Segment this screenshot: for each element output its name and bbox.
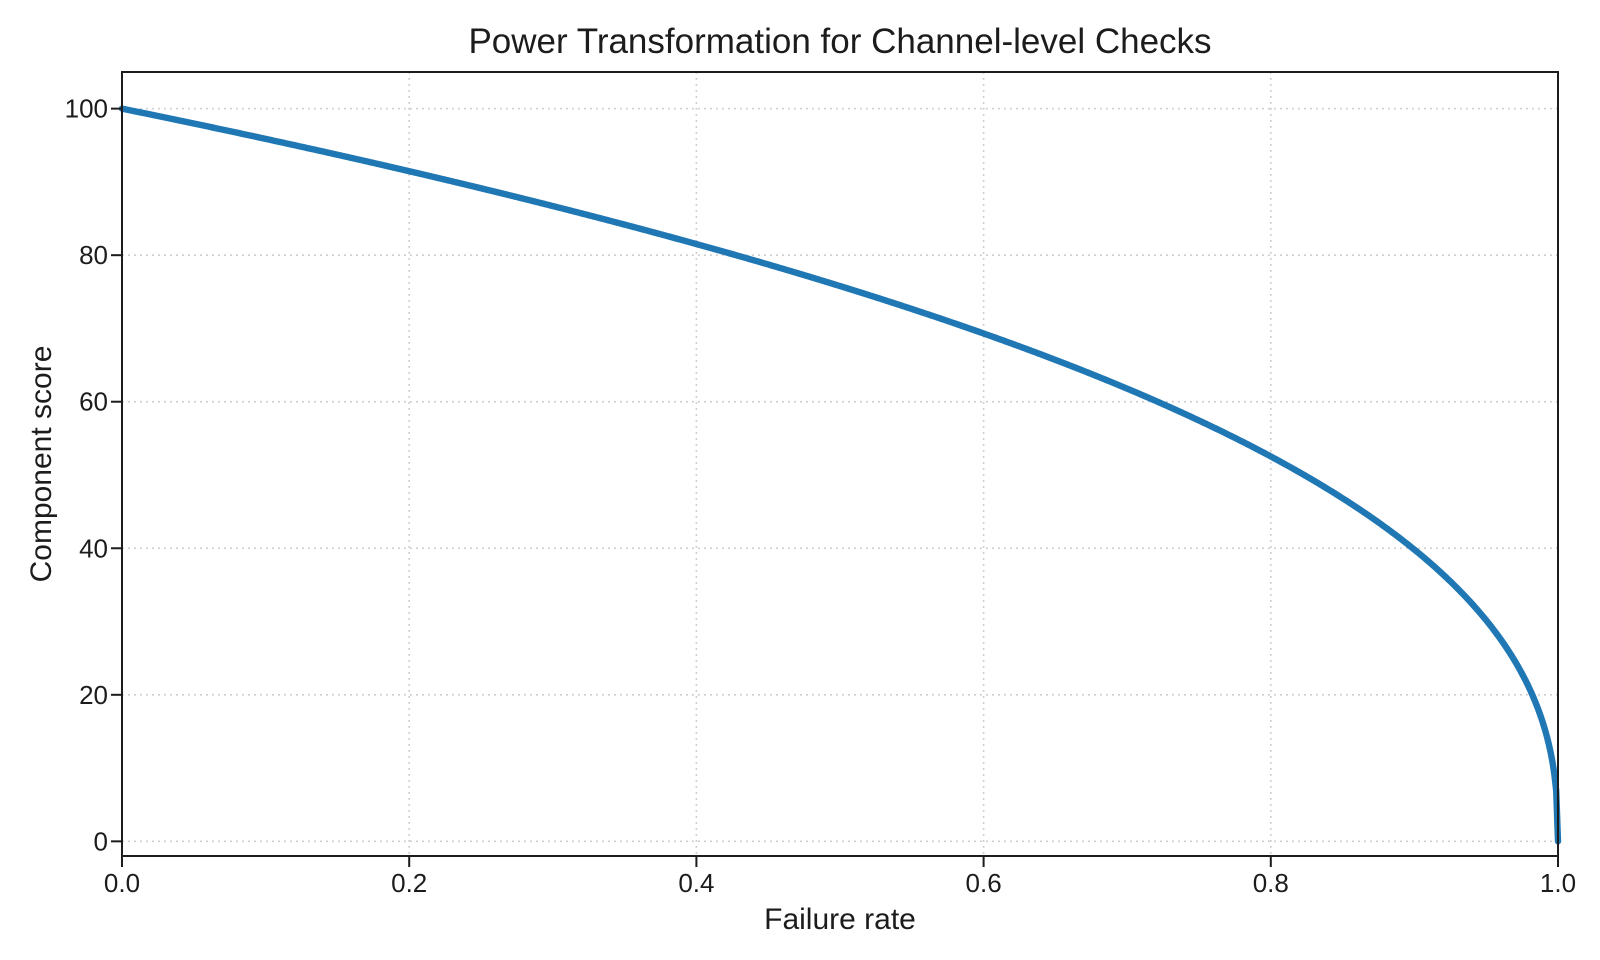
x-tick-label: 0.0 [104, 868, 140, 898]
y-tick-label: 60 [79, 387, 108, 417]
series-line [118, 105, 1562, 845]
chart-title: Power Transformation for Channel-level C… [468, 22, 1212, 61]
y-tick-label: 0 [94, 826, 108, 856]
x-tick-label: 0.8 [1253, 868, 1289, 898]
y-tick-label: 40 [79, 533, 108, 563]
x-tick-label: 0.2 [391, 868, 427, 898]
plot-border [121, 71, 1559, 857]
y-tick-label: 100 [65, 94, 108, 124]
x-tick-label: 1.0 [1540, 868, 1576, 898]
y-tick-label: 20 [79, 680, 108, 710]
x-tick-label: 0.6 [966, 868, 1002, 898]
x-axis-label: Failure rate [764, 903, 916, 936]
y-tick-label: 80 [79, 240, 108, 270]
x-tick-label: 0.4 [678, 868, 714, 898]
